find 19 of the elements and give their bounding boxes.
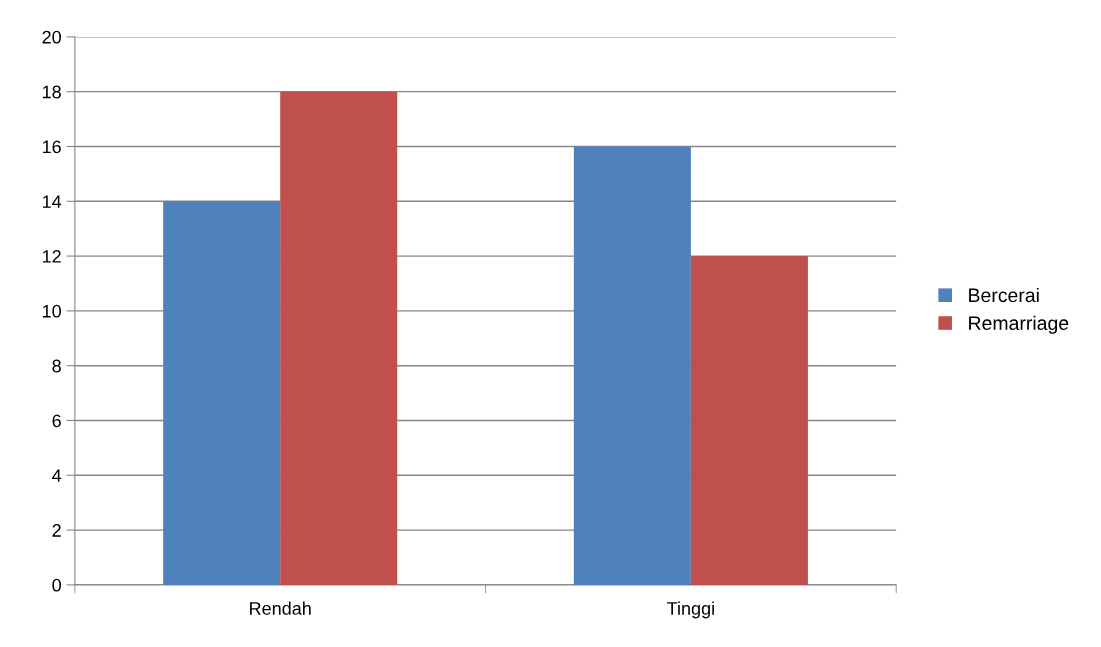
y-tick-label: 6 xyxy=(52,414,61,428)
bar xyxy=(690,256,808,585)
y-tick-label: 2 xyxy=(52,524,61,537)
bar xyxy=(163,201,281,585)
x-tick-label: Rendah xyxy=(250,601,311,615)
legend-label: Bercerai xyxy=(969,287,1039,303)
legend-label: Remarriage xyxy=(969,315,1069,334)
y-tick-label: 12 xyxy=(42,250,61,263)
x-tick-label: Tinggi xyxy=(667,601,714,619)
y-tick-label: 14 xyxy=(42,195,62,208)
bar xyxy=(573,146,691,585)
bar xyxy=(280,91,398,585)
y-tick-label: 16 xyxy=(42,140,61,154)
y-tick-label: 20 xyxy=(42,30,61,44)
y-tick-label: 8 xyxy=(52,359,61,373)
y-tick-label: 4 xyxy=(52,469,62,482)
y-tick-label: 10 xyxy=(42,304,61,318)
y-tick-label: 18 xyxy=(42,85,61,99)
y-tick-label: 0 xyxy=(52,578,61,592)
